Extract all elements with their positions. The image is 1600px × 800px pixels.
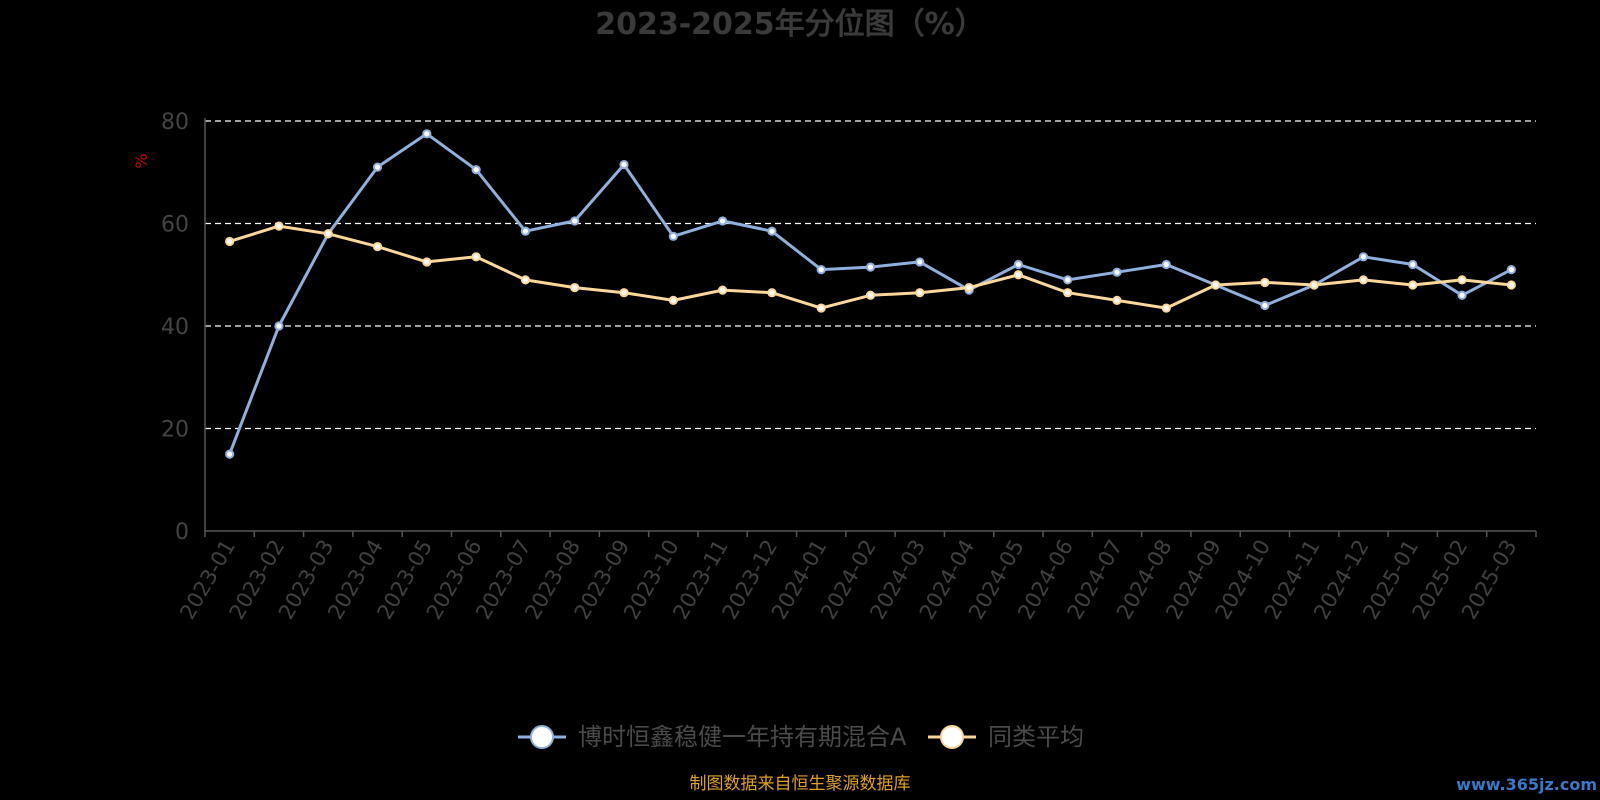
x-tick-labels: 2023-012023-022023-032023-042023-052023-… [175, 536, 1521, 624]
data-point [225, 236, 235, 247]
legend-label: 博时恒鑫稳健一年持有期混合A [578, 723, 907, 751]
data-point [816, 265, 826, 275]
chart-title: 2023-2025年分位图（%） [595, 7, 985, 42]
data-point [915, 257, 925, 267]
data-point [1013, 259, 1023, 270]
data-point [668, 231, 678, 241]
data-point [865, 290, 876, 300]
data-point [1112, 267, 1122, 277]
data-point [570, 216, 580, 226]
data-point [1408, 280, 1418, 290]
legend-label: 同类平均 [988, 723, 1084, 751]
data-point [767, 288, 777, 298]
data-point [1112, 295, 1122, 305]
data-point [422, 129, 432, 139]
data-point [1210, 280, 1221, 290]
data-point [422, 257, 432, 267]
data-point [1408, 259, 1418, 270]
legend[interactable]: 博时恒鑫稳健一年持有期混合A 同类平均 [518, 723, 1084, 751]
data-point [520, 226, 531, 236]
y-tick-label: 60 [161, 213, 189, 238]
data-point [1358, 252, 1369, 262]
y-axis-label: % [132, 153, 151, 168]
data-point [668, 295, 678, 305]
data-point [570, 282, 580, 293]
y-tick-label: 40 [161, 315, 189, 340]
data-point [471, 252, 481, 262]
watermark: www.365jz.com [1456, 775, 1597, 794]
data-point [1161, 303, 1171, 313]
data-point [1260, 277, 1270, 288]
data-point [816, 303, 826, 313]
data-point [1260, 300, 1270, 311]
data-point [520, 275, 531, 285]
data-point [1457, 275, 1467, 285]
data-point [1063, 275, 1073, 285]
data-point [619, 288, 629, 298]
data-point [471, 165, 481, 175]
data-point [1063, 288, 1073, 298]
data-point [1506, 280, 1516, 290]
axes [204, 118, 1537, 537]
data-point [372, 241, 383, 252]
data-point [1309, 280, 1319, 290]
legend-item-1[interactable]: 博时恒鑫稳健一年持有期混合A [518, 723, 907, 751]
data-point [865, 262, 876, 272]
data-point [718, 285, 728, 295]
gridlines [205, 120, 1536, 430]
data-point [1457, 290, 1467, 300]
y-tick-label: 20 [161, 418, 189, 443]
source-note: 制图数据来自恒生聚源数据库 [690, 774, 911, 794]
series-lines [225, 129, 1516, 459]
data-point [767, 226, 777, 236]
data-point [915, 288, 925, 298]
legend-item-2[interactable]: 同类平均 [928, 723, 1084, 751]
data-point [372, 162, 383, 172]
data-point [1358, 275, 1369, 285]
data-point [274, 221, 284, 231]
data-point [619, 159, 629, 170]
legend-marker [530, 725, 554, 749]
data-point [964, 282, 974, 293]
data-point [274, 321, 284, 331]
y-tick-label: 80 [161, 110, 189, 135]
data-point [1161, 259, 1171, 270]
data-point [1013, 270, 1023, 280]
y-tick-labels: 0 20 40 60 80 [161, 110, 189, 545]
legend-marker [940, 725, 964, 749]
data-point [225, 449, 235, 459]
data-point [323, 229, 333, 239]
data-point [1506, 265, 1516, 275]
data-point [718, 216, 728, 226]
y-tick-label: 0 [175, 520, 189, 545]
